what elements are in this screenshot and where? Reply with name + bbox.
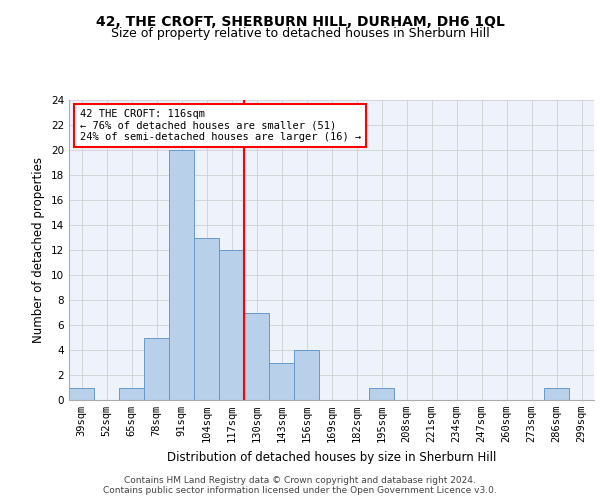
- X-axis label: Distribution of detached houses by size in Sherburn Hill: Distribution of detached houses by size …: [167, 450, 496, 464]
- Bar: [369, 388, 394, 400]
- Text: 42 THE CROFT: 116sqm
← 76% of detached houses are smaller (51)
24% of semi-detac: 42 THE CROFT: 116sqm ← 76% of detached h…: [79, 109, 361, 142]
- Text: Size of property relative to detached houses in Sherburn Hill: Size of property relative to detached ho…: [110, 28, 490, 40]
- Bar: [119, 388, 144, 400]
- Bar: [244, 312, 269, 400]
- Bar: [169, 150, 194, 400]
- Bar: [544, 388, 569, 400]
- Bar: [194, 238, 219, 400]
- Bar: [219, 250, 244, 400]
- Bar: [269, 362, 294, 400]
- Text: Contains HM Land Registry data © Crown copyright and database right 2024.
Contai: Contains HM Land Registry data © Crown c…: [103, 476, 497, 495]
- Y-axis label: Number of detached properties: Number of detached properties: [32, 157, 46, 343]
- Bar: [69, 388, 94, 400]
- Text: 42, THE CROFT, SHERBURN HILL, DURHAM, DH6 1QL: 42, THE CROFT, SHERBURN HILL, DURHAM, DH…: [95, 15, 505, 29]
- Bar: [294, 350, 319, 400]
- Bar: [144, 338, 169, 400]
